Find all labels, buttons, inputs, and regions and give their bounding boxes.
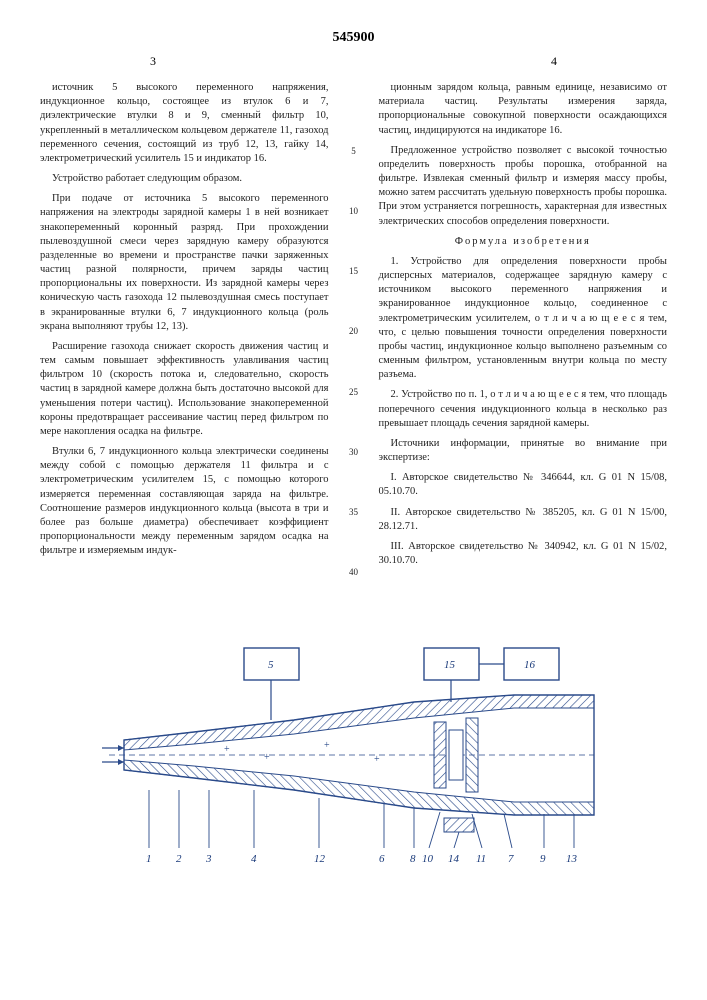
- left-p1: источник 5 высокого переменного напряжен…: [40, 81, 329, 166]
- callout-box: 15: [444, 659, 456, 671]
- callout: 1: [146, 853, 152, 865]
- device-diagram: + + + +: [94, 640, 614, 870]
- page-number-right: 4: [551, 54, 557, 69]
- svg-text:+: +: [224, 744, 230, 755]
- ref-1: I. Авторское свидетельство № 346644, кл.…: [379, 471, 668, 499]
- page-number-left: 3: [150, 54, 156, 69]
- ref-2: II. Авторское свидетельство № 385205, кл…: [379, 506, 668, 534]
- svg-text:+: +: [264, 752, 270, 763]
- marker: 40: [349, 566, 358, 578]
- marker: 15: [349, 265, 358, 277]
- callout-box: 5: [268, 659, 274, 671]
- left-p2: Устройство работает следующим образом.: [40, 172, 329, 186]
- text-columns: источник 5 высокого переменного напряжен…: [40, 81, 667, 626]
- claim-2: 2. Устройство по п. 1, о т л и ч а ю щ е…: [379, 388, 668, 431]
- left-p4: Расширение газохода снижает скорость дви…: [40, 340, 329, 439]
- refs-title: Источники информации, принятые во вниман…: [379, 437, 668, 465]
- marker: 20: [349, 325, 358, 337]
- claim-1: 1. Устройство для определения поверхност…: [379, 255, 668, 383]
- right-p1: ционным зарядом кольца, равным единице, …: [379, 81, 668, 138]
- callout: 2: [176, 853, 182, 865]
- ref-3: III. Авторское свидетельство № 340942, к…: [379, 540, 668, 568]
- callout: 6: [379, 853, 385, 865]
- callout-box: 16: [524, 659, 536, 671]
- page-number-row: 3 4: [40, 54, 667, 69]
- callout: 7: [508, 853, 514, 865]
- doc-number: 545900: [40, 30, 667, 46]
- svg-text:+: +: [374, 754, 380, 765]
- formula-title: Формула изобретения: [379, 235, 668, 249]
- marker: 30: [349, 446, 358, 458]
- right-p2: Предложенное устройство позволяет с высо…: [379, 144, 668, 229]
- column-right: ционным зарядом кольца, равным единице, …: [379, 81, 668, 626]
- svg-text:+: +: [324, 740, 330, 751]
- page: 545900 3 4 источник 5 высокого переменно…: [0, 0, 707, 1000]
- left-p3: При подаче от источника 5 высокого перем…: [40, 192, 329, 334]
- left-p5: Втулки 6, 7 индукционного кольца электри…: [40, 445, 329, 558]
- callout: 8: [410, 853, 416, 865]
- callout: 11: [476, 853, 486, 865]
- column-left: источник 5 высокого переменного напряжен…: [40, 81, 329, 626]
- callout: 13: [566, 853, 578, 865]
- callout: 12: [314, 853, 326, 865]
- marker: 35: [349, 506, 358, 518]
- references: I. Авторское свидетельство № 346644, кл.…: [379, 471, 668, 568]
- callout: 3: [205, 853, 212, 865]
- marker: 25: [349, 386, 358, 398]
- marker: 5: [351, 145, 356, 157]
- figure: + + + +: [40, 640, 667, 875]
- callout: 9: [540, 853, 546, 865]
- callout: 14: [448, 853, 460, 865]
- callout: 4: [251, 853, 257, 865]
- callout: 10: [422, 853, 434, 865]
- marker: 10: [349, 205, 358, 217]
- line-markers: 5 10 15 20 25 30 35 40: [347, 81, 361, 626]
